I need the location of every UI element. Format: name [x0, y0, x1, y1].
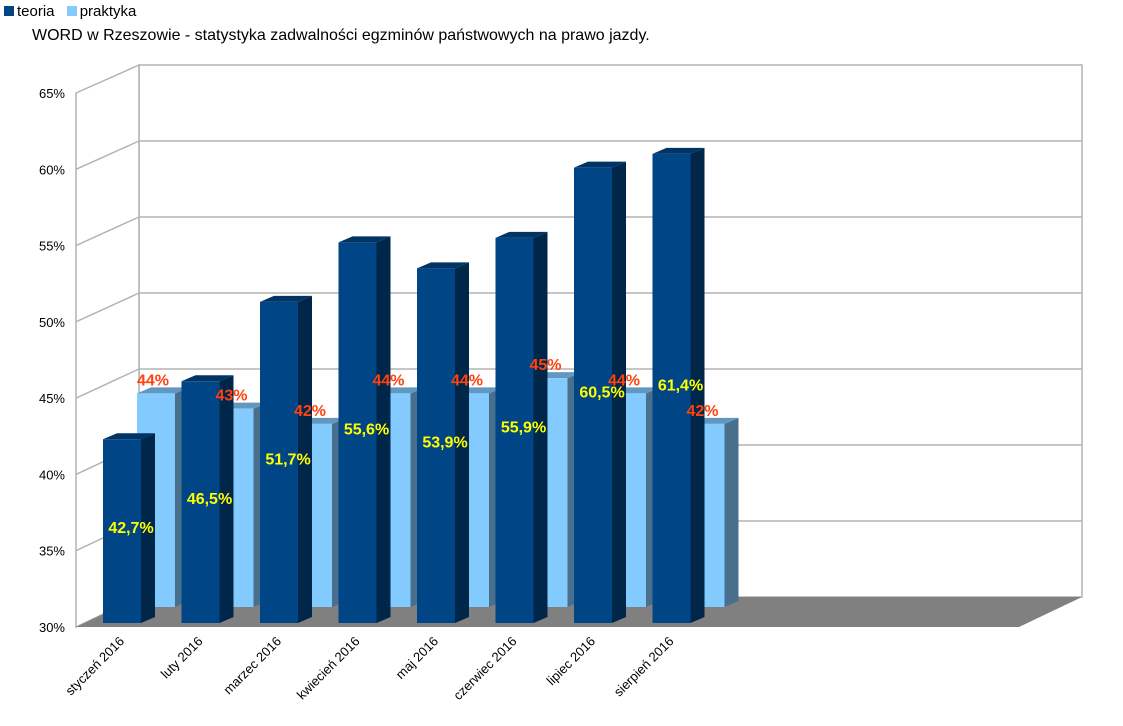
bar-top-face	[137, 387, 189, 394]
legend-label-praktyka: praktyka	[79, 3, 137, 20]
y-tick-label: 50%	[39, 315, 65, 330]
y-tick-label: 35%	[39, 544, 65, 559]
bar-front-face	[574, 167, 612, 623]
bar-teoria-7	[574, 161, 626, 623]
x-tick-label: luty 2016	[158, 634, 206, 682]
data-label-teoria-5: 53,9%	[422, 435, 467, 452]
bar-teoria-4	[338, 236, 391, 623]
bar-front-face	[103, 439, 141, 623]
legend: teoria praktyka	[4, 3, 144, 20]
data-label-praktyka-3: 42%	[294, 403, 326, 420]
data-label-praktyka-5: 44%	[451, 372, 483, 389]
bar-top-face	[338, 236, 391, 243]
bar-front-face	[417, 268, 455, 623]
bar-front-face	[338, 242, 377, 623]
bar-teoria-3	[260, 295, 312, 623]
x-tick-label: styczeń 2016	[62, 634, 127, 699]
data-label-praktyka-1: 44%	[137, 372, 169, 389]
legend-swatch-teoria	[4, 6, 14, 16]
bar-side-face	[219, 375, 234, 623]
bar-side-face	[141, 433, 155, 623]
y-tick-label: 65%	[39, 86, 65, 101]
y-tick-label: 60%	[39, 162, 65, 177]
y-tick-label: 45%	[39, 391, 65, 406]
chart-title: WORD w Rzeszowie - statystyka zadwalnośc…	[32, 27, 650, 44]
gridline-side	[75, 368, 140, 399]
bar-front-face	[260, 301, 298, 623]
bar-top-face	[181, 375, 234, 382]
bar-front-face	[652, 153, 691, 623]
data-label-teoria-1: 42,7%	[108, 520, 153, 537]
data-label-teoria-6: 55,9%	[501, 419, 546, 436]
data-label-praktyka-2: 43%	[215, 388, 247, 405]
bar-top-face	[260, 295, 312, 302]
bar-teoria-5	[417, 262, 469, 623]
data-label-praktyka-8: 42%	[686, 403, 718, 420]
legend-item-teoria: teoria	[4, 3, 55, 20]
y-tick-label: 40%	[39, 467, 65, 482]
data-label-teoria-3: 51,7%	[265, 451, 310, 468]
bar-teoria-6	[495, 231, 548, 623]
bar-side-face	[376, 236, 391, 623]
data-label-teoria-2: 46,5%	[187, 491, 232, 508]
bar-side-face	[298, 295, 312, 623]
bar-top-face	[417, 262, 469, 269]
bar-front-face	[495, 237, 534, 623]
legend-label-teoria: teoria	[17, 3, 55, 20]
y-tick-label: 30%	[39, 620, 65, 635]
bar-side-face	[724, 417, 739, 607]
bar-top-face	[574, 161, 626, 168]
x-tick-label: marzec 2016	[220, 634, 284, 698]
bar-top-face	[652, 147, 705, 154]
x-tick-label: sierpień 2016	[611, 634, 677, 700]
x-tick-label: lipiec 2016	[544, 634, 599, 689]
gridline-side	[75, 140, 140, 170]
legend-swatch-praktyka	[66, 6, 77, 16]
data-label-teoria-7: 60,5%	[579, 384, 624, 401]
legend-item-praktyka: praktyka	[66, 3, 137, 20]
x-tick-label: kwiecień 2016	[294, 634, 363, 703]
bar-side-face	[690, 147, 705, 623]
bar-teoria-8	[652, 147, 705, 623]
data-label-praktyka-6: 45%	[529, 357, 561, 374]
data-label-teoria-8: 61,4%	[658, 377, 703, 394]
bar-teoria-1	[103, 433, 155, 623]
y-tick-label: 55%	[39, 239, 65, 254]
bar-side-face	[455, 262, 469, 623]
bar-side-face	[612, 161, 626, 623]
x-tick-label: czerwiec 2016	[450, 634, 519, 703]
bar-top-face	[495, 231, 548, 238]
gridline-side	[75, 292, 140, 323]
bar-side-face	[533, 231, 548, 623]
data-label-praktyka-4: 44%	[372, 372, 404, 389]
data-label-teoria-4: 55,6%	[344, 422, 389, 439]
x-tick-label: maj 2016	[393, 634, 441, 682]
bar-front-face	[181, 381, 220, 623]
bar-top-face	[103, 433, 155, 440]
gridline-side	[75, 216, 140, 247]
data-label-praktyka-7: 44%	[608, 372, 640, 389]
bar-teoria-2	[181, 375, 234, 623]
